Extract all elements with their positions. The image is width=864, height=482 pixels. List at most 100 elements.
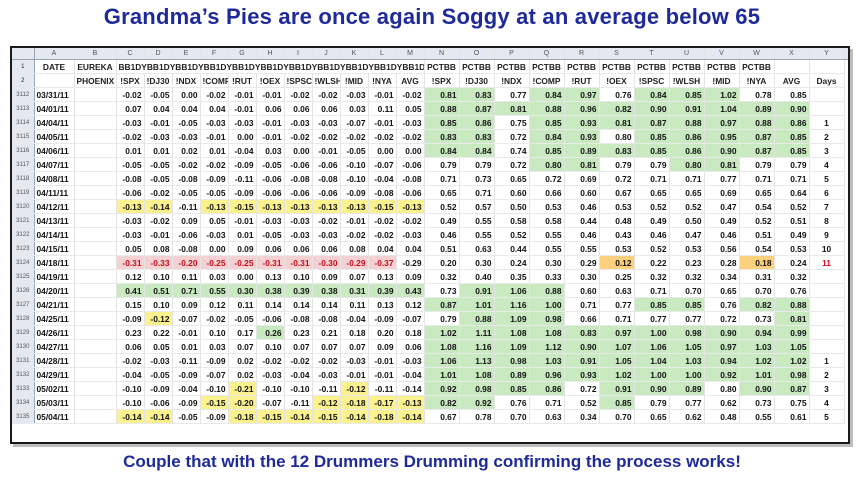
value-cell: 0.01 xyxy=(228,227,257,242)
eureka-cell xyxy=(74,381,117,396)
header-cell: PCTBB xyxy=(529,59,565,74)
value-cell: -0.01 xyxy=(144,227,173,242)
value-cell: -0.06 xyxy=(256,185,285,200)
value-cell: 0.30 xyxy=(459,255,495,270)
value-cell: 0.88 xyxy=(774,297,810,312)
value-cell: 0.09 xyxy=(228,241,257,256)
value-cell: 0.83 xyxy=(599,143,635,158)
value-cell: 0.07 xyxy=(116,101,145,116)
value-cell: 1.07 xyxy=(599,339,635,354)
days-cell xyxy=(809,283,845,298)
value-cell: 0.90 xyxy=(739,381,775,396)
days-cell: 2 xyxy=(809,367,845,382)
value-cell: -0.09 xyxy=(172,367,201,382)
value-cell: 0.98 xyxy=(494,353,530,368)
header-cell: PCTBB xyxy=(669,59,705,74)
value-cell: 0.47 xyxy=(669,227,705,242)
header-cell: PCTBB xyxy=(599,59,635,74)
value-cell: 0.85 xyxy=(634,143,670,158)
eureka-cell xyxy=(74,269,117,284)
value-cell: 0.78 xyxy=(459,409,495,424)
days-cell xyxy=(809,325,845,340)
eureka-cell xyxy=(74,115,117,130)
table-row: 3114 04/04/11 -0.03 -0.01 -0.05 -0.03 -0.03 -0.… xyxy=(12,115,848,130)
value-cell: 0.89 xyxy=(494,367,530,382)
value-cell: 0.31 xyxy=(739,269,775,284)
value-cell: 0.54 xyxy=(739,199,775,214)
value-cell: 0.51 xyxy=(424,241,460,256)
date-cell: 04/19/11 xyxy=(34,269,75,284)
value-cell: -0.01 xyxy=(144,115,173,130)
value-cell: 1.06 xyxy=(634,339,670,354)
value-cell: 0.97 xyxy=(704,115,740,130)
value-cell: -0.05 xyxy=(144,367,173,382)
value-cell: 0.03 xyxy=(200,269,229,284)
days-cell xyxy=(809,339,845,354)
value-cell: -0.02 xyxy=(396,87,425,102)
days-cell xyxy=(809,297,845,312)
value-cell: 0.12 xyxy=(599,255,635,270)
value-cell: -0.03 xyxy=(284,213,313,228)
eureka-cell xyxy=(74,185,117,200)
value-cell: -0.06 xyxy=(284,157,313,172)
header-row-1: 1 DATE EUREKA BB1DYBB1DYBB1DYBB1DYBB1DYBB1D… xyxy=(12,59,848,74)
value-cell: 0.14 xyxy=(284,297,313,312)
value-cell: 0.85 xyxy=(774,87,810,102)
value-cell: 0.05 xyxy=(396,101,425,116)
value-cell: -0.05 xyxy=(228,311,257,326)
header-cell: !NYA xyxy=(368,73,397,88)
value-cell: 0.88 xyxy=(529,101,565,116)
header-cell: PCTBB xyxy=(494,59,530,74)
header-cell: !RUT xyxy=(564,73,600,88)
value-cell: 0.65 xyxy=(704,283,740,298)
value-cell: 0.49 xyxy=(704,213,740,228)
value-cell: 0.71 xyxy=(669,171,705,186)
value-cell: 0.96 xyxy=(564,101,600,116)
column-letter: C xyxy=(116,48,145,60)
header-cell: !SPX xyxy=(424,73,460,88)
value-cell: 0.65 xyxy=(634,409,670,424)
value-cell: 0.32 xyxy=(669,269,705,284)
value-cell: -0.03 xyxy=(200,115,229,130)
value-cell: 0.02 xyxy=(228,367,257,382)
value-cell: 0.05 xyxy=(144,339,173,354)
value-cell: -0.02 xyxy=(200,311,229,326)
row-number: 3120 xyxy=(12,199,35,214)
value-cell: -0.01 xyxy=(340,367,369,382)
value-cell: 0.82 xyxy=(739,297,775,312)
value-cell: 0.87 xyxy=(739,129,775,144)
value-cell: 0.06 xyxy=(284,101,313,116)
days-cell: 6 xyxy=(809,185,845,200)
value-cell: 0.00 xyxy=(284,143,313,158)
table-row: 3133 05/02/11 -0.10 -0.09 -0.04 -0.10 -0.21 -0.… xyxy=(12,381,848,396)
value-cell: 0.77 xyxy=(494,87,530,102)
value-cell: 1.00 xyxy=(669,367,705,382)
value-cell: -0.15 xyxy=(368,199,397,214)
value-cell: 0.49 xyxy=(424,213,460,228)
value-cell: 0.72 xyxy=(494,157,530,172)
value-cell: 0.66 xyxy=(564,311,600,326)
value-cell: -0.02 xyxy=(144,185,173,200)
value-cell: -0.31 xyxy=(256,255,285,270)
value-cell: 0.09 xyxy=(172,297,201,312)
value-cell: -0.15 xyxy=(256,409,285,424)
value-cell: 0.43 xyxy=(396,283,425,298)
value-cell: -0.04 xyxy=(368,171,397,186)
header-cell: DATE xyxy=(34,59,75,74)
value-cell: -0.01 xyxy=(368,87,397,102)
value-cell: -0.08 xyxy=(312,311,341,326)
value-cell: 0.03 xyxy=(200,339,229,354)
value-cell: -0.04 xyxy=(228,143,257,158)
value-cell: 0.69 xyxy=(564,171,600,186)
value-cell: -0.01 xyxy=(228,101,257,116)
value-cell: 0.58 xyxy=(494,213,530,228)
value-cell: -0.15 xyxy=(200,395,229,410)
table-row: 3135 05/04/11 -0.14 -0.14 -0.05 -0.09 -0.18 -0.… xyxy=(12,409,848,424)
header-cell: !WLSH xyxy=(669,73,705,88)
value-cell: 0.04 xyxy=(172,101,201,116)
row-number: 3115 xyxy=(12,129,35,144)
value-cell: 0.50 xyxy=(669,213,705,228)
value-cell: 0.52 xyxy=(494,227,530,242)
header-cell: PCTBB xyxy=(564,59,600,74)
value-cell: 0.65 xyxy=(634,185,670,200)
